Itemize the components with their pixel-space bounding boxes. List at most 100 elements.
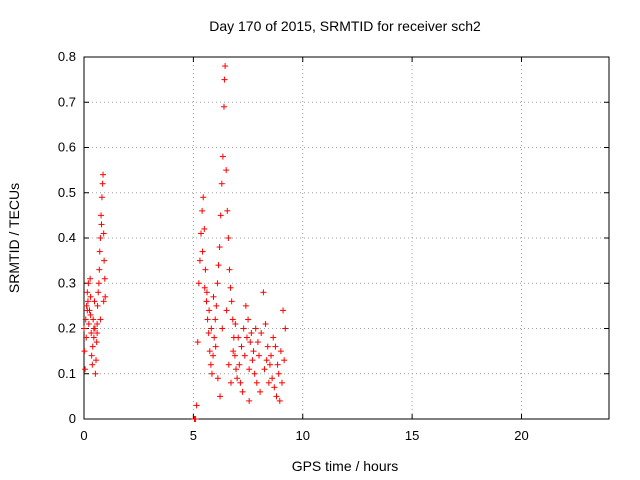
data-point	[94, 330, 101, 337]
data-point	[282, 325, 289, 332]
data-point	[88, 330, 95, 337]
data-point	[89, 343, 96, 350]
data-point	[92, 370, 99, 377]
y-tick-label: 0.6	[58, 140, 76, 155]
data-point	[272, 343, 279, 350]
data-point	[227, 284, 234, 291]
data-point	[192, 416, 199, 422]
data-point	[219, 325, 226, 332]
data-point	[221, 103, 227, 110]
data-point	[271, 384, 278, 391]
data-point	[199, 248, 206, 255]
data-point	[240, 325, 247, 332]
data-point	[90, 325, 97, 332]
data-point	[214, 375, 221, 382]
data-point	[217, 393, 224, 400]
data-point	[87, 293, 94, 300]
data-point	[257, 388, 264, 395]
data-point	[229, 316, 236, 323]
data-point	[216, 244, 223, 251]
axis-ticks	[83, 56, 609, 420]
data-point	[238, 343, 245, 350]
data-point	[234, 375, 241, 382]
grid	[84, 57, 609, 419]
data-point	[207, 361, 214, 368]
data-point	[211, 334, 218, 341]
y-tick-label: 0.4	[58, 230, 76, 245]
data-point	[213, 302, 220, 309]
data-point	[203, 298, 210, 305]
data-point	[247, 339, 254, 346]
data-point	[217, 212, 224, 219]
x-tick-labels: 0 5 10 15 20	[80, 428, 528, 443]
data-point	[274, 361, 281, 368]
data-point	[223, 307, 230, 314]
data-point	[252, 325, 259, 332]
data-point	[199, 207, 206, 214]
data-point	[94, 302, 101, 309]
data-point	[210, 352, 217, 359]
data-point	[215, 262, 222, 269]
y-tick-label: 0.3	[58, 275, 76, 290]
data-point	[101, 275, 108, 282]
data-point	[225, 361, 232, 368]
data-point	[102, 293, 109, 300]
data-point	[223, 167, 230, 174]
data-point	[237, 379, 244, 386]
data-point	[262, 320, 269, 327]
data-point	[245, 316, 252, 323]
data-point	[83, 334, 90, 341]
y-tick-label: 0.8	[58, 49, 76, 64]
data-point	[201, 284, 208, 291]
data-point	[208, 370, 215, 377]
data-point	[264, 343, 271, 350]
data-point	[221, 76, 228, 83]
data-point	[276, 397, 283, 404]
data-point	[87, 275, 94, 282]
data-point	[253, 379, 260, 386]
data-point	[81, 348, 88, 355]
y-tick-label: 0.1	[58, 366, 76, 381]
data-point	[98, 221, 105, 228]
data-point	[214, 280, 221, 287]
data-point	[228, 379, 234, 386]
data-point	[198, 230, 205, 237]
data-point	[204, 316, 211, 323]
data-point	[100, 230, 107, 237]
data-point	[84, 307, 91, 314]
data-point	[251, 370, 258, 377]
y-tick-label: 0.5	[58, 185, 76, 200]
y-tick-labels: 0 0.1 0.2 0.3 0.4 0.5 0.6 0.7 0.8	[58, 49, 76, 426]
data-point	[94, 320, 101, 327]
data-point	[97, 316, 104, 323]
x-tick-label: 0	[80, 428, 87, 443]
x-tick-label: 5	[190, 428, 197, 443]
chart-title: Day 170 of 2015, SRMTID for receiver sch…	[209, 18, 481, 34]
data-point	[95, 280, 102, 287]
data-point	[265, 379, 272, 386]
data-point	[196, 257, 203, 264]
data-point	[248, 330, 255, 337]
data-point	[208, 325, 215, 332]
data-point	[246, 366, 253, 373]
x-tick-label: 10	[296, 428, 310, 443]
data-point	[83, 302, 90, 309]
data-point	[263, 357, 270, 364]
data-point	[90, 316, 97, 323]
data-point	[88, 352, 95, 359]
data-point	[84, 298, 91, 305]
y-tick-label: 0.7	[58, 94, 76, 109]
data-point	[258, 330, 265, 337]
data-point	[275, 370, 282, 377]
data-point	[269, 375, 276, 382]
plot-frame	[83, 56, 610, 420]
data-point	[93, 339, 100, 346]
data-point	[243, 334, 250, 341]
data-point	[101, 257, 108, 264]
data-point	[90, 334, 97, 341]
data-point	[98, 194, 105, 201]
data-point	[235, 334, 242, 341]
data-point	[242, 302, 249, 309]
data-point	[89, 361, 96, 368]
data-point	[203, 289, 210, 296]
